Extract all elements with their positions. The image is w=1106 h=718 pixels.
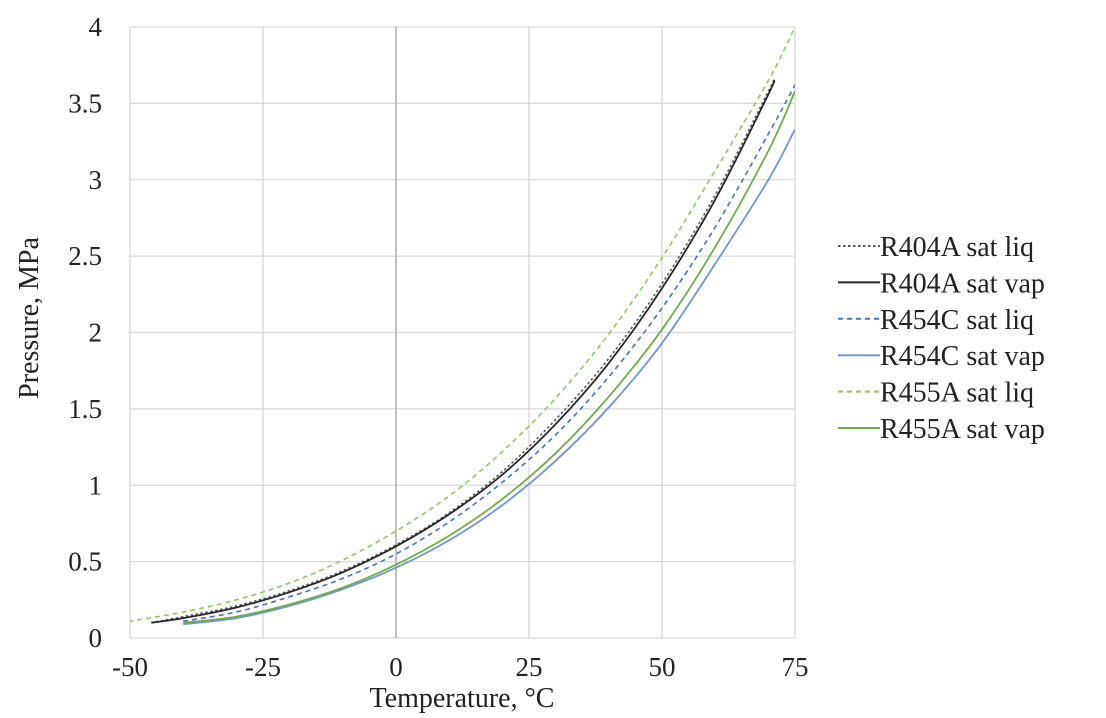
legend-label: R454C sat vap: [880, 341, 1045, 372]
x-tick-label: 50: [649, 652, 676, 682]
y-tick-label: 0: [89, 623, 103, 653]
y-tick-label: 1: [89, 470, 103, 500]
legend-label: R455A sat liq: [880, 378, 1034, 409]
legend-label: R454C sat liq: [880, 305, 1034, 336]
x-tick-label: -50: [112, 652, 148, 682]
series-line-r455a-sat-liq: [130, 26, 795, 623]
series-line-r454c-sat-vap: [183, 128, 795, 626]
x-tick-label: 25: [516, 652, 543, 682]
x-tick-label: 0: [389, 652, 403, 682]
x-tick-label: 75: [782, 652, 809, 682]
legend-label: R404A sat vap: [880, 268, 1045, 299]
series-lines: [130, 26, 795, 626]
tick-labels: 0 0.5 1 1.5 2 2.5 3 3.5 4 -50 -25 0 25 50 75: [68, 12, 808, 682]
series-line-r404a-sat-liq: [151, 78, 776, 624]
series-line-r455a-sat-vap: [183, 90, 795, 624]
series-line-r404a-sat-vap: [151, 79, 776, 624]
gridlines: [129, 26, 796, 639]
y-tick-label: 0.5: [68, 547, 102, 577]
x-axis-title: Temperature, °C: [370, 683, 555, 714]
legend-label: R404A sat liq: [880, 232, 1034, 263]
y-tick-label: 2: [89, 318, 103, 348]
y-axis-title: Pressure, MPa: [14, 237, 45, 399]
y-tick-label: 3: [89, 165, 103, 195]
y-tick-label: 4: [89, 12, 103, 42]
y-tick-label: 3.5: [68, 88, 102, 118]
y-tick-label: 2.5: [68, 241, 102, 271]
legend-label: R455A sat vap: [880, 414, 1045, 445]
legend: R404A sat liq R404A sat vap R454C sat liq R…: [838, 232, 1045, 445]
x-tick-label: -25: [245, 652, 281, 682]
y-tick-label: 1.5: [68, 394, 102, 424]
